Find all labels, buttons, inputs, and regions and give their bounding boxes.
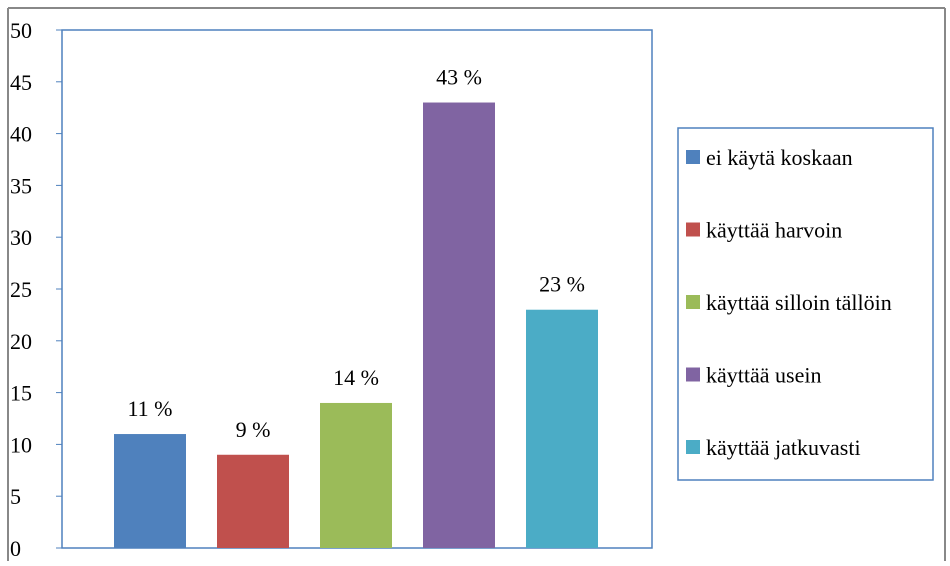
legend-label: käyttää harvoin bbox=[706, 218, 842, 243]
data-label: 23 % bbox=[539, 272, 585, 297]
y-tick-label: 5 bbox=[10, 484, 21, 509]
y-tick-label: 0 bbox=[10, 536, 21, 561]
bar bbox=[114, 434, 186, 548]
legend-swatch bbox=[686, 150, 700, 164]
legend: ei käytä koskaan käyttää harvoin käyttää s… bbox=[686, 145, 892, 460]
legend-swatch bbox=[686, 295, 700, 309]
y-tick-label: 45 bbox=[10, 70, 32, 95]
legend-label: ei käytä koskaan bbox=[706, 145, 853, 170]
legend-swatch bbox=[686, 222, 700, 237]
y-tick-label: 10 bbox=[10, 432, 32, 457]
data-label: 9 % bbox=[236, 417, 271, 442]
y-tick-label: 20 bbox=[10, 329, 32, 354]
legend-label: käyttää jatkuvasti bbox=[706, 435, 861, 460]
bar bbox=[320, 402, 392, 548]
y-tick-label: 15 bbox=[10, 381, 32, 406]
y-tick-label: 40 bbox=[10, 122, 32, 147]
legend-label: käyttää silloin tällöin bbox=[706, 290, 892, 315]
legend-swatch bbox=[686, 440, 700, 454]
bar bbox=[423, 102, 495, 549]
y-tick-label: 25 bbox=[10, 277, 32, 302]
data-label: 14 % bbox=[333, 365, 379, 390]
data-labels-group: 11 % 9 % 14 % 43 % 23 % bbox=[127, 65, 584, 442]
y-tick-label: 35 bbox=[10, 173, 32, 198]
legend-label: käyttää usein bbox=[706, 363, 821, 388]
bar bbox=[217, 454, 289, 548]
legend-swatch bbox=[686, 367, 700, 382]
data-label: 11 % bbox=[127, 396, 172, 421]
data-label: 43 % bbox=[436, 65, 482, 90]
legend-box bbox=[677, 127, 934, 481]
y-tick-label: 30 bbox=[10, 225, 32, 250]
y-tick-label: 50 bbox=[10, 18, 32, 43]
y-axis-ticks: 0 5 10 15 20 25 30 35 40 45 50 bbox=[10, 18, 62, 561]
bars-group bbox=[114, 102, 598, 549]
bar bbox=[526, 309, 598, 548]
